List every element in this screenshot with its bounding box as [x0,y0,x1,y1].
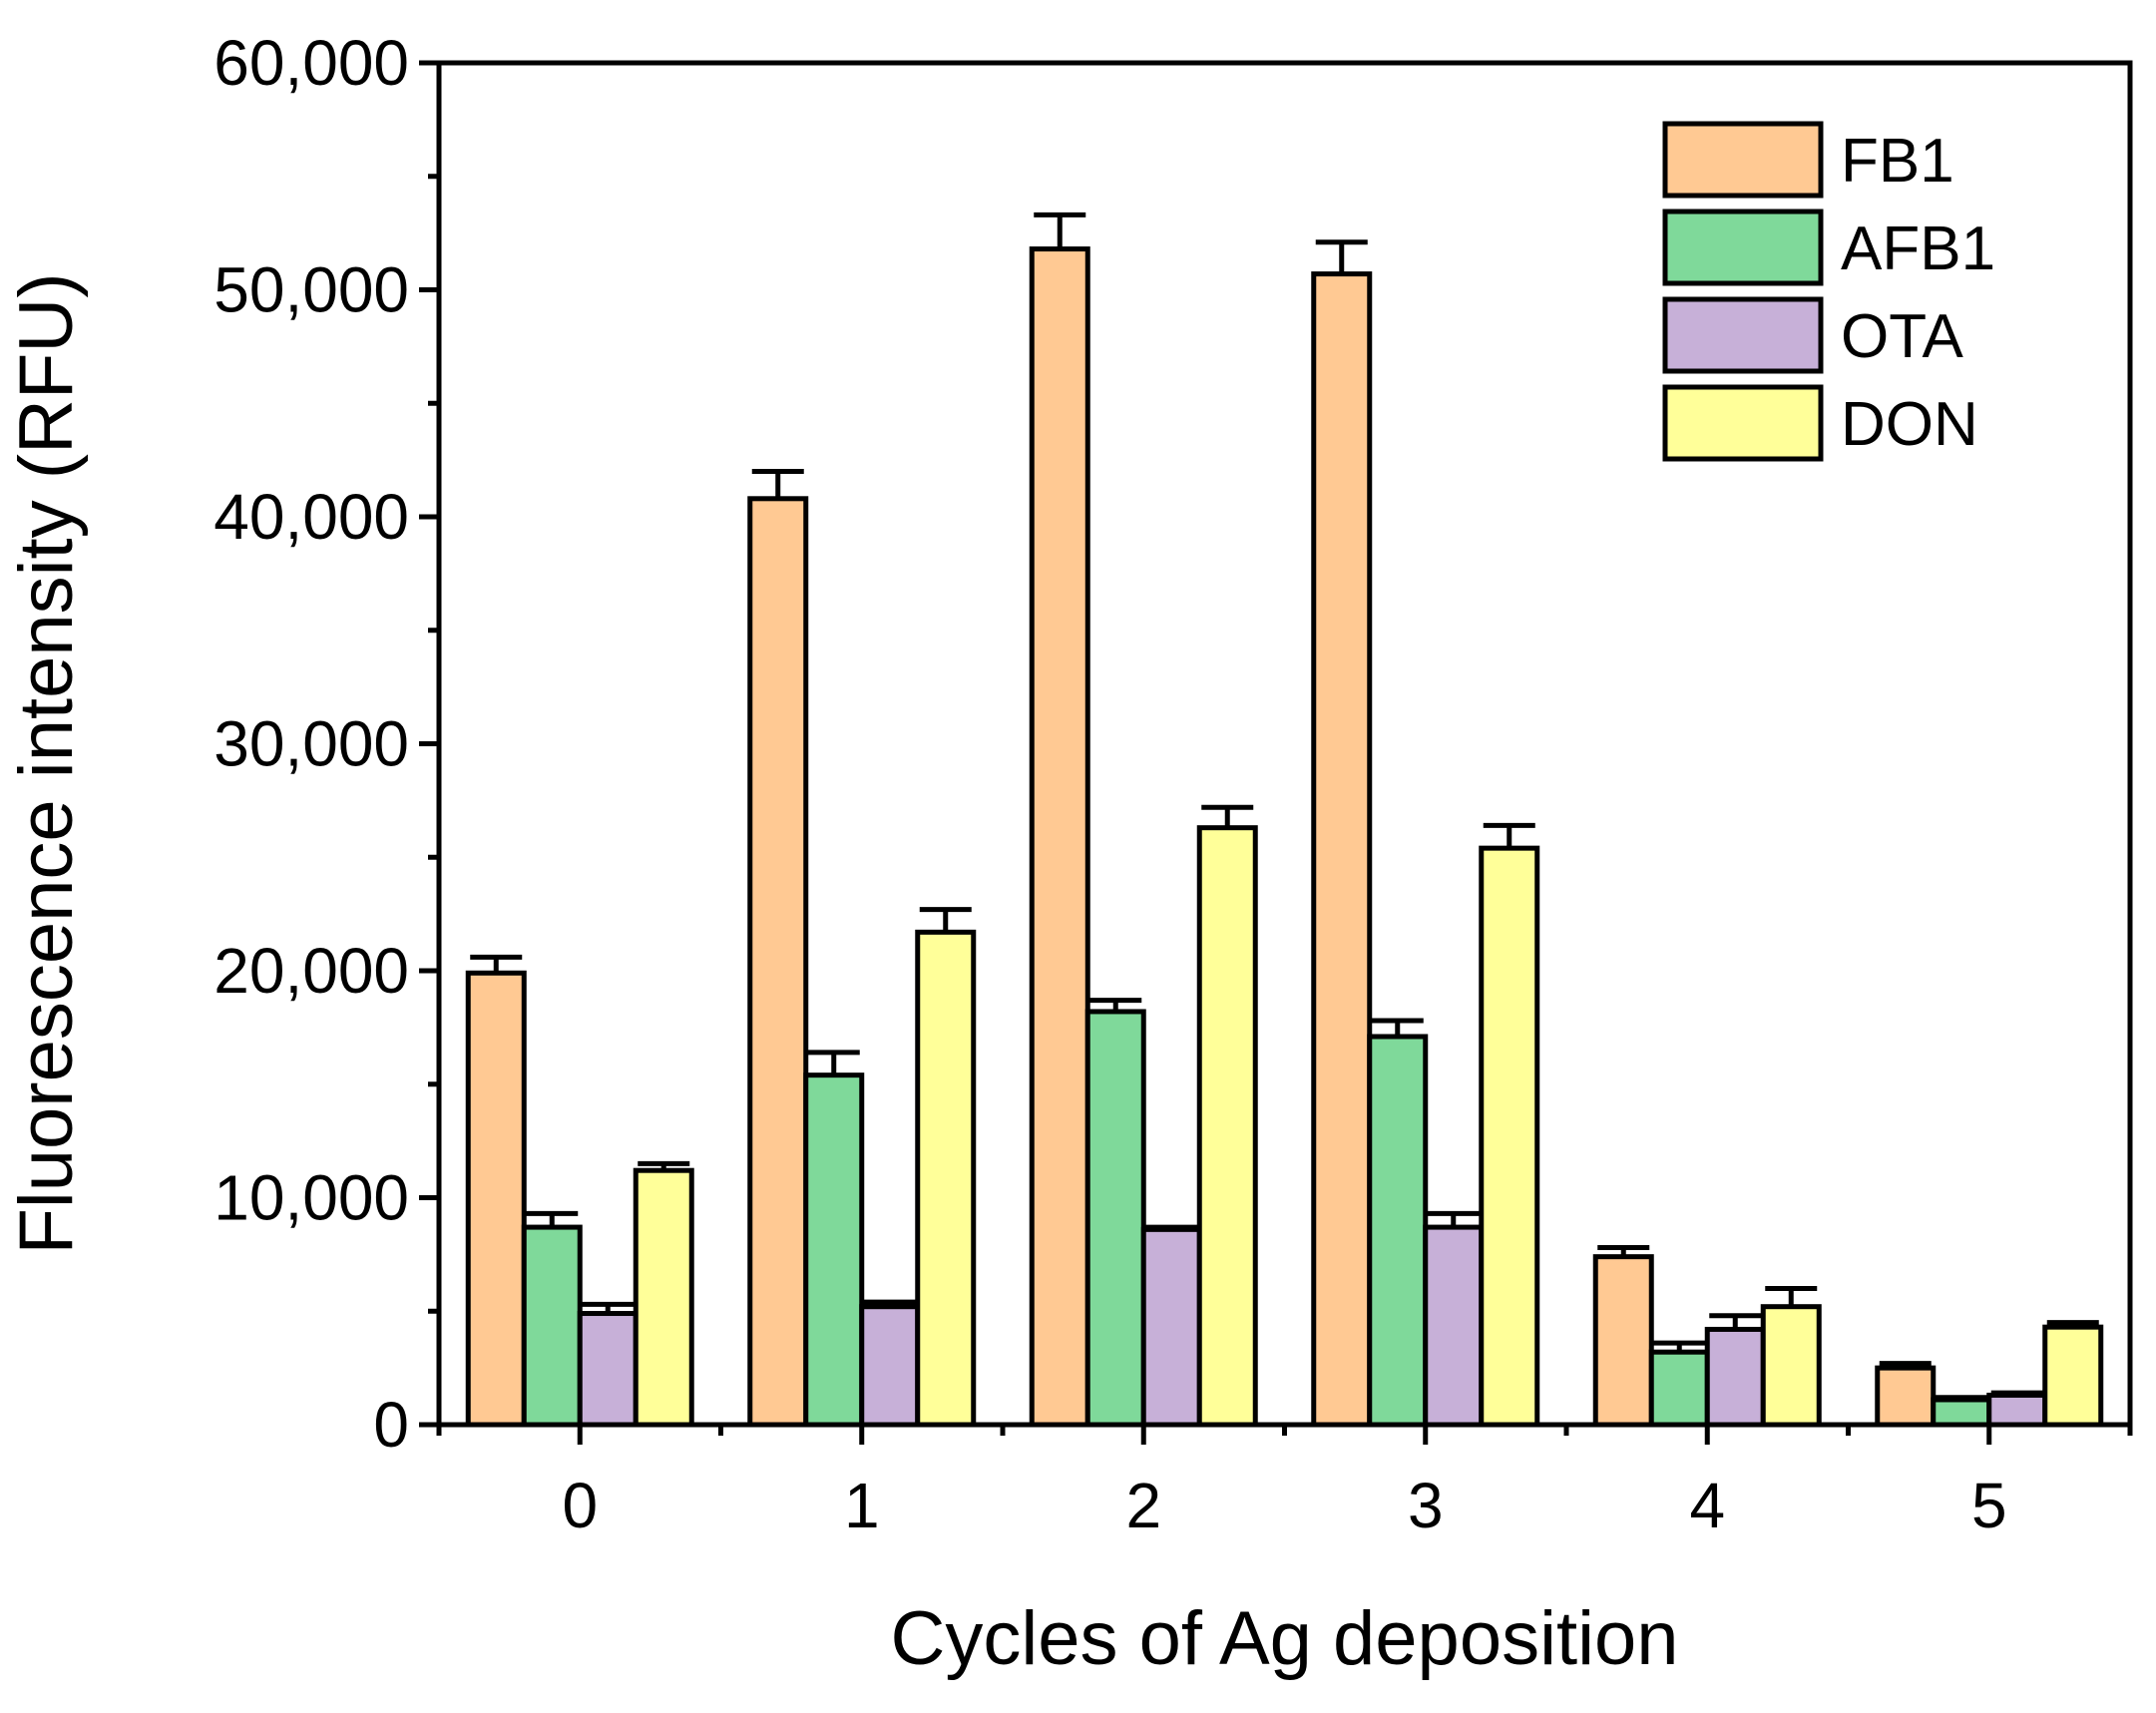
bar-afb1-cycle-2 [1084,1009,1146,1428]
bar-don-cycle-1 [915,929,977,1428]
bar-don-cycle-2 [1196,825,1258,1428]
bar-don-cycle-4 [1760,1304,1822,1428]
bar-don-cycle-3 [1479,845,1540,1428]
bar-afb1-cycle-0 [521,1224,583,1428]
legend-label-fb1: FB1 [1841,127,1954,196]
y-tick-label: 30,000 [214,708,409,780]
x-tick-label: 2 [1125,1470,1161,1541]
bar-ota-cycle-4 [1704,1326,1766,1428]
legend-swatch-fb1 [1662,121,1824,199]
legend: FB1 AFB1 OTA DON [1662,121,1995,462]
y-tick-label: 50,000 [214,254,409,326]
y-tick-label: 10,000 [214,1162,409,1234]
bar-don-cycle-5 [2042,1324,2104,1428]
bar-ota-cycle-3 [1423,1224,1485,1428]
bar-fb1-cycle-0 [465,970,527,1428]
legend-label-ota: OTA [1841,302,1963,371]
bar-fb1-cycle-4 [1592,1254,1654,1428]
bar-fb1-cycle-1 [747,496,809,1428]
bar-ota-cycle-5 [1986,1392,2048,1428]
bar-fb1-cycle-3 [1311,271,1373,1428]
x-tick-label: 4 [1689,1470,1725,1541]
legend-label-don: DON [1841,390,1978,459]
y-tick-label: 0 [373,1389,409,1461]
x-tick-label: 0 [562,1470,598,1541]
bar-don-cycle-0 [633,1167,694,1428]
bar-afb1-cycle-1 [803,1072,865,1428]
ticks-layer: 0 10,000 20,000 30,000 40,000 50,000 60,000 0 1 2… [214,27,2133,1541]
bar-afb1-cycle-4 [1648,1349,1710,1428]
legend-swatch-ota [1662,296,1824,374]
legend-swatch-don [1662,384,1824,462]
y-axis-title: Fluorescence intensity (RFU) [4,272,89,1254]
legend-swatch-afb1 [1662,209,1824,286]
x-tick-label: 3 [1408,1470,1444,1541]
legend-label-afb1: AFB1 [1841,214,1995,283]
bars-layer [465,212,2104,1428]
bar-ota-cycle-0 [577,1311,639,1428]
bar-ota-cycle-1 [859,1304,921,1428]
x-tick-label: 1 [844,1470,880,1541]
bar-afb1-cycle-5 [1931,1397,1992,1428]
bar-fb1-cycle-2 [1029,246,1090,1428]
bar-ota-cycle-2 [1140,1226,1202,1428]
y-tick-label: 40,000 [214,481,409,553]
bar-fb1-cycle-5 [1875,1365,1937,1428]
y-tick-label: 60,000 [214,27,409,99]
x-tick-label: 5 [1971,1470,2007,1541]
y-tick-label: 20,000 [214,935,409,1007]
bar-afb1-cycle-3 [1367,1034,1429,1428]
x-axis-title: Cycles of Ag deposition [890,1596,1678,1681]
